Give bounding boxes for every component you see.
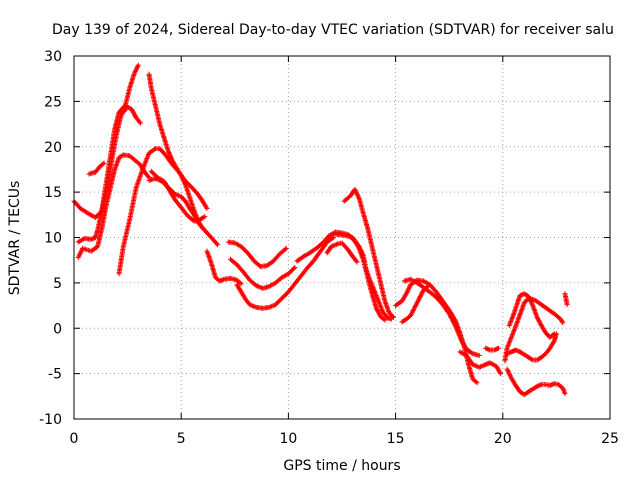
series-arc-x bbox=[506, 291, 557, 340]
data-point bbox=[473, 379, 479, 385]
y-axis-label: SDTVAR / TECUs bbox=[7, 181, 23, 296]
series-arc-u bbox=[483, 345, 502, 353]
series-arc-z bbox=[562, 291, 570, 308]
x-tick-label: 25 bbox=[601, 431, 619, 447]
series-arc-b bbox=[75, 152, 152, 260]
data-point bbox=[562, 391, 568, 397]
data-point bbox=[291, 265, 297, 271]
data-point bbox=[200, 225, 206, 231]
series-arc-s bbox=[399, 284, 431, 325]
data-point bbox=[256, 263, 262, 269]
y-tick-label: 30 bbox=[44, 49, 62, 65]
chart-title: Day 139 of 2024, Sidereal Day-to-day VTE… bbox=[52, 22, 614, 38]
x-axis-label: GPS time / hours bbox=[283, 458, 400, 474]
data-point bbox=[283, 245, 289, 251]
y-tick-label: -10 bbox=[39, 412, 62, 428]
series-arc-k bbox=[234, 235, 336, 311]
data-point bbox=[390, 313, 396, 319]
data-point bbox=[382, 317, 388, 323]
y-tick-label: 25 bbox=[44, 94, 62, 110]
data-point bbox=[560, 320, 566, 326]
data-point bbox=[237, 280, 243, 286]
data-point bbox=[201, 214, 207, 220]
series-arc-w bbox=[504, 366, 568, 397]
y-tick-label: 15 bbox=[44, 185, 62, 201]
data-point bbox=[354, 259, 360, 265]
x-tick-label: 20 bbox=[494, 431, 512, 447]
data-point bbox=[353, 258, 359, 264]
series-arc-n bbox=[330, 231, 394, 322]
y-tick-label: 10 bbox=[44, 231, 62, 247]
data-point bbox=[474, 380, 480, 386]
data-point bbox=[425, 284, 431, 290]
data-point bbox=[137, 119, 143, 125]
data-point bbox=[496, 345, 502, 351]
series-arc-h bbox=[148, 168, 208, 224]
data-point bbox=[215, 242, 221, 248]
series-arc-o bbox=[341, 186, 396, 320]
series-arc-y bbox=[502, 295, 566, 364]
x-tick-label: 10 bbox=[279, 431, 297, 447]
y-tick-label: -5 bbox=[48, 367, 62, 383]
series-arc-j bbox=[228, 256, 298, 291]
data-points bbox=[71, 62, 570, 397]
data-point bbox=[469, 350, 475, 356]
data-point bbox=[145, 174, 151, 180]
data-point bbox=[292, 264, 298, 270]
data-point bbox=[498, 371, 504, 377]
data-point bbox=[329, 235, 335, 241]
series-arc-r bbox=[401, 276, 482, 358]
series-arc-q bbox=[393, 277, 480, 386]
series-arc-c bbox=[75, 62, 141, 245]
data-point bbox=[100, 161, 106, 167]
data-point bbox=[151, 146, 157, 152]
data-point bbox=[564, 302, 570, 308]
series-arc-v bbox=[504, 331, 559, 363]
y-tick-label: 5 bbox=[53, 276, 62, 292]
data-point bbox=[204, 205, 210, 211]
plot-frame bbox=[73, 55, 611, 420]
data-point bbox=[282, 246, 288, 252]
data-point bbox=[381, 316, 387, 322]
series-arc-p bbox=[324, 240, 360, 265]
data-point bbox=[238, 281, 244, 287]
series-arc-g bbox=[146, 71, 206, 231]
y-tick-label: 0 bbox=[53, 321, 62, 337]
data-point bbox=[551, 331, 557, 337]
x-tick-label: 5 bbox=[177, 431, 186, 447]
series-arc-i bbox=[204, 248, 244, 287]
data-point bbox=[137, 120, 143, 126]
data-point bbox=[476, 352, 482, 358]
data-point bbox=[550, 332, 556, 338]
data-point bbox=[202, 214, 208, 220]
data-point bbox=[101, 160, 107, 166]
x-tick-label: 15 bbox=[387, 431, 405, 447]
series-arc-d bbox=[86, 160, 107, 177]
series-arc-l bbox=[225, 239, 289, 270]
data-point bbox=[390, 314, 396, 320]
y-tick-label: 20 bbox=[44, 140, 62, 156]
series-arc-t bbox=[457, 349, 504, 377]
data-point bbox=[424, 284, 430, 290]
data-point bbox=[135, 62, 141, 68]
axis-ticks: 0 5 10 15 20 25 -10 -5 0 5 10 15 20 25 30 bbox=[39, 49, 619, 447]
x-tick-label: 0 bbox=[70, 431, 79, 447]
data-point bbox=[214, 241, 220, 247]
data-point bbox=[529, 356, 535, 362]
